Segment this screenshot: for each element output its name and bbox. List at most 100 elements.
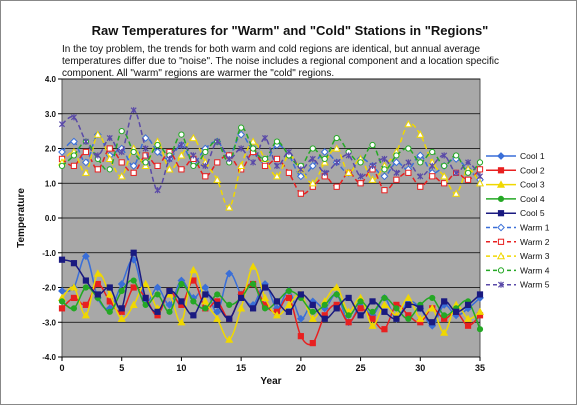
legend-item-cool-1: Cool 1 <box>486 151 545 161</box>
data-point <box>82 284 89 291</box>
x-tick-label: 0 <box>59 363 64 373</box>
data-point <box>321 155 328 163</box>
x-axis-ticks: 0 5 10 15 20 25 30 35 <box>59 357 485 373</box>
data-point <box>393 315 400 322</box>
data-point <box>380 300 389 308</box>
data-point <box>118 128 125 135</box>
data-point <box>309 301 316 308</box>
legend-label: Cool 3 <box>520 180 545 190</box>
legend-label: Cool 5 <box>520 208 545 218</box>
data-point <box>285 287 293 295</box>
data-point <box>190 277 197 284</box>
data-point <box>333 305 340 312</box>
annotation-line-1: In the toy problem, the trends for both … <box>62 44 480 55</box>
y-tick-label: -4.0 <box>42 353 56 362</box>
legend-marker <box>497 152 505 160</box>
y-tick-label: -1.0 <box>42 249 56 258</box>
data-point <box>226 155 233 163</box>
data-point <box>441 180 448 187</box>
data-point <box>178 280 185 288</box>
data-point <box>154 291 161 298</box>
data-point <box>214 159 221 166</box>
data-point <box>441 312 448 319</box>
data-point <box>58 148 66 156</box>
data-point <box>189 265 198 274</box>
data-point <box>416 130 425 138</box>
data-point <box>321 169 328 176</box>
data-point <box>225 203 234 211</box>
legend-marker <box>497 223 505 232</box>
data-point <box>82 148 89 156</box>
x-tick-label: 35 <box>475 363 485 373</box>
data-point <box>81 158 90 167</box>
data-point <box>70 137 78 146</box>
data-point <box>118 159 125 166</box>
data-point <box>166 155 173 163</box>
data-point <box>369 141 376 149</box>
data-point <box>429 319 436 326</box>
data-point <box>272 311 282 319</box>
x-tick-label: 25 <box>356 363 366 373</box>
data-point <box>381 187 388 194</box>
data-point <box>261 305 269 312</box>
data-point <box>476 291 484 298</box>
y-tick-label: 0.0 <box>45 214 57 223</box>
legend: Cool 1 Cool 2 Cool 3 Cool 4 Cool 5 Warm 1 Warm… <box>486 151 550 290</box>
data-point <box>273 298 281 305</box>
data-point <box>285 169 293 176</box>
data-point <box>81 252 90 261</box>
data-point <box>177 151 186 159</box>
data-point <box>475 307 485 315</box>
x-axis-label: Year <box>260 376 281 387</box>
data-point <box>94 280 101 288</box>
y-tick-label: 3.0 <box>45 110 57 119</box>
data-point <box>250 159 257 166</box>
data-point <box>417 173 424 180</box>
series-warm-5 <box>58 107 484 194</box>
data-point <box>154 162 161 169</box>
data-point <box>381 326 388 333</box>
data-point <box>178 131 185 138</box>
data-point <box>416 151 425 160</box>
data-point <box>238 294 245 302</box>
x-tick-label: 10 <box>176 363 186 373</box>
data-point <box>142 159 149 166</box>
data-point <box>105 290 114 298</box>
data-point <box>405 169 412 176</box>
data-point <box>118 148 125 156</box>
data-point <box>476 173 484 180</box>
data-point <box>178 141 185 149</box>
data-point <box>58 256 66 263</box>
data-point <box>70 162 78 169</box>
data-point <box>226 301 233 308</box>
data-point <box>226 315 233 322</box>
data-point <box>117 314 126 322</box>
data-point <box>238 124 245 131</box>
data-point <box>332 283 341 291</box>
data-point <box>70 114 77 121</box>
data-point <box>416 314 425 322</box>
legend-marker <box>497 195 505 202</box>
data-point <box>357 305 364 312</box>
data-point <box>202 305 209 312</box>
data-point <box>297 166 304 173</box>
data-point <box>213 175 222 183</box>
data-point <box>404 119 413 128</box>
data-point <box>417 305 424 312</box>
data-point <box>201 283 210 292</box>
data-point <box>249 262 258 270</box>
legend-marker <box>496 180 506 188</box>
data-point <box>165 300 174 309</box>
series-layer <box>57 107 485 347</box>
data-point <box>464 322 472 329</box>
data-point <box>249 137 258 145</box>
data-point <box>117 172 126 180</box>
data-point <box>309 155 316 163</box>
data-point <box>106 166 113 173</box>
data-point <box>58 298 66 305</box>
data-point <box>285 148 292 156</box>
data-point <box>249 145 257 152</box>
data-point <box>357 159 364 166</box>
data-point <box>130 169 137 176</box>
